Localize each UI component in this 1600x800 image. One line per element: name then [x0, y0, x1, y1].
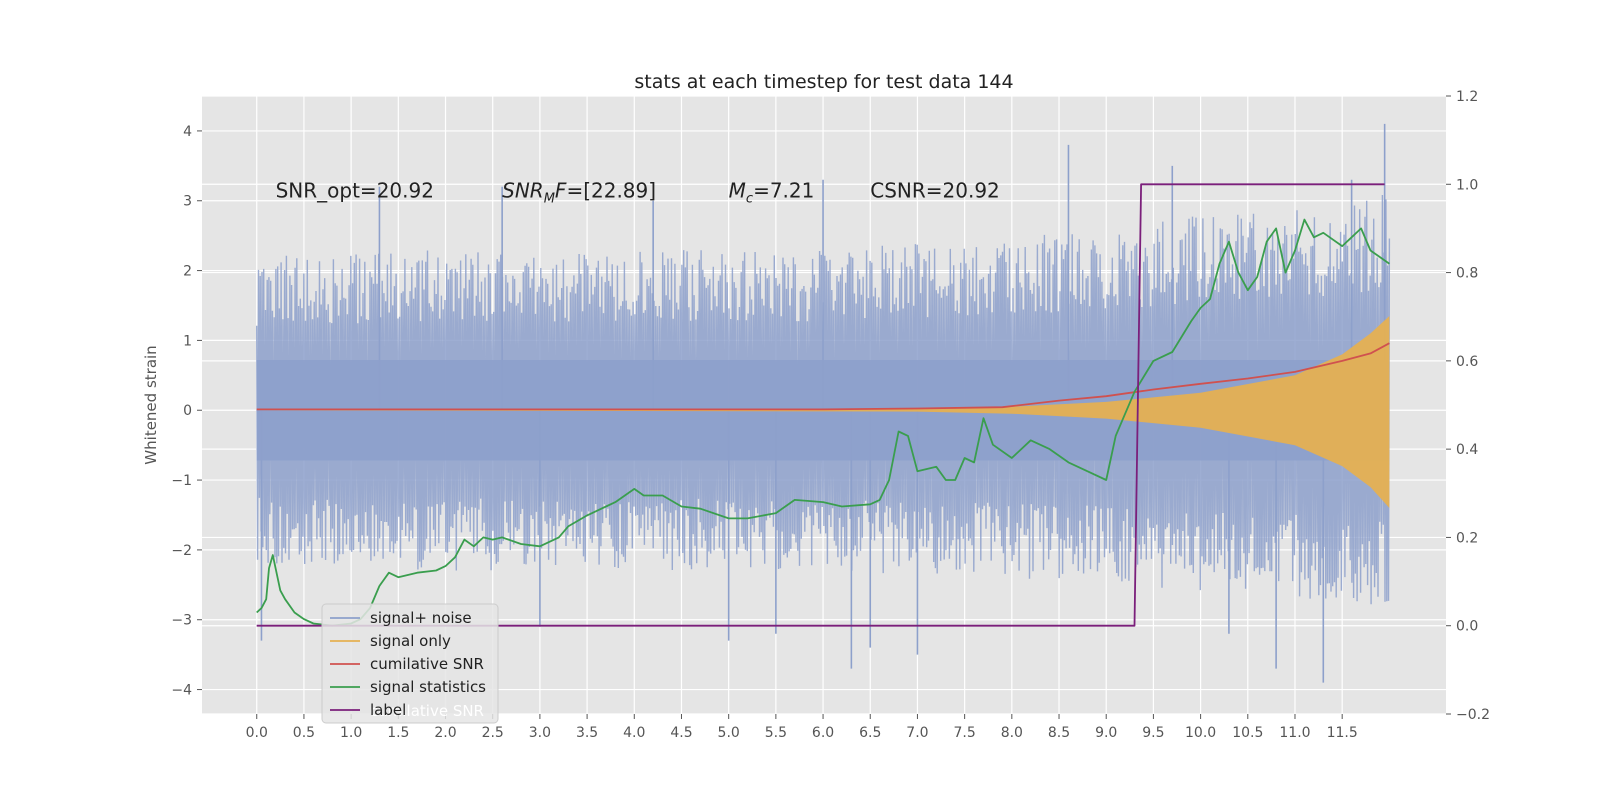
legend-hidden-entry: cumilative SNR [370, 702, 484, 720]
x-tick-label: 0.0 [246, 725, 268, 741]
x-tick-label: 0.5 [293, 725, 315, 741]
y-tick-label: −2 [171, 543, 192, 559]
y2-tick-label: −0.2 [1456, 707, 1490, 723]
y2-tick-label: 0.6 [1456, 354, 1478, 370]
x-tick-label: 4.0 [623, 725, 645, 741]
series-cumilative-snr-line [256, 342, 1390, 411]
y-axis-left: −4 −3 −2 −1 0 1 2 3 4 [171, 124, 202, 699]
series-label-line [256, 183, 1385, 627]
y2-tick-label: 0.2 [1456, 530, 1478, 546]
x-tick-label: 11.0 [1279, 725, 1310, 741]
x-tick-label: 10.0 [1185, 725, 1216, 741]
x-tick-label: 5.5 [765, 725, 787, 741]
x-tick-label: 10.5 [1232, 725, 1263, 741]
x-tick-label: 6.5 [859, 725, 881, 741]
y-tick-label: 4 [183, 124, 192, 140]
legend-label-0: signal+ noise [370, 609, 472, 627]
annotation-main: M [729, 178, 746, 202]
x-tick-label: 3.0 [529, 725, 551, 741]
y-axis-right: −0.2 0.0 0.2 0.4 0.6 0.8 1.0 1.2 [1446, 89, 1490, 723]
series-signal-only-area [256, 316, 1390, 508]
legend-label-2: cumilative SNR [370, 655, 484, 673]
data-layer [256, 123, 1391, 683]
x-tick-label: 8.0 [1001, 725, 1023, 741]
annotation-subscript: M [544, 191, 555, 206]
annotation-0: SNR_opt=20.92 [276, 178, 434, 202]
y2-tick-label: 0.0 [1456, 619, 1478, 635]
legend-label-1: signal only [370, 632, 451, 650]
y2-tick-label: 0.8 [1456, 266, 1478, 282]
y-tick-label: −1 [171, 473, 192, 489]
annotation-main: SNR [502, 178, 544, 202]
y2-tick-label: 0.4 [1456, 442, 1478, 458]
y2-tick-label: 1.2 [1456, 89, 1478, 105]
y-tick-label: 1 [183, 333, 192, 349]
y-axis-label: Whitened strain [142, 345, 160, 464]
x-tick-label: 9.5 [1142, 725, 1164, 741]
y-tick-label: −3 [171, 613, 192, 629]
annotation-2: Mc=7.21 [729, 178, 815, 206]
annotation-subscript: c [746, 191, 753, 206]
annotation-3: CSNR=20.92 [870, 178, 1000, 202]
x-tick-label: 11.5 [1327, 725, 1358, 741]
chart-title: stats at each timestep for test data 144 [634, 71, 1013, 93]
y-tick-label: 3 [183, 194, 192, 210]
x-tick-label: 3.5 [576, 725, 598, 741]
x-tick-label: 2.0 [434, 725, 456, 741]
x-tick-label: 6.0 [812, 725, 834, 741]
annotation-value: =[22.89] [566, 178, 656, 202]
x-tick-label: 1.5 [387, 725, 409, 741]
annotation-1: SNRMF=[22.89] [502, 178, 656, 206]
y-tick-label: −4 [171, 683, 192, 699]
x-tick-label: 8.5 [1048, 725, 1070, 741]
annotation-tail: =7.21 [753, 178, 814, 202]
legend-box [321, 603, 499, 724]
y-tick-label: 2 [183, 264, 192, 280]
y-tick-label: 0 [183, 403, 192, 419]
legend: cumilative SNR signal+ noise signal only cu… [321, 603, 499, 724]
x-tick-label: 7.5 [954, 725, 976, 741]
x-tick-label: 9.0 [1095, 725, 1117, 741]
x-axis: 0.0 0.5 1.0 1.5 2.0 2.5 3.0 3.5 4.0 4.5 5.0 5.5 6.0 6… [246, 714, 1358, 741]
x-tick-label: 5.0 [718, 725, 740, 741]
legend-label-4: label [370, 701, 406, 719]
series-signal-statistics-line [256, 218, 1390, 627]
y2-tick-label: 1.0 [1456, 177, 1478, 193]
x-tick-label: 4.5 [670, 725, 692, 741]
x-tick-label: 2.5 [482, 725, 504, 741]
annotations: SNR_opt=20.92 SNRMF=[22.89] Mc=7.21 CSNR=20… [276, 178, 1000, 206]
x-tick-label: 1.0 [340, 725, 362, 741]
annotation-tail: F [555, 178, 567, 202]
legend-label-3: signal statistics [370, 678, 486, 696]
x-tick-label: 7.0 [906, 725, 928, 741]
